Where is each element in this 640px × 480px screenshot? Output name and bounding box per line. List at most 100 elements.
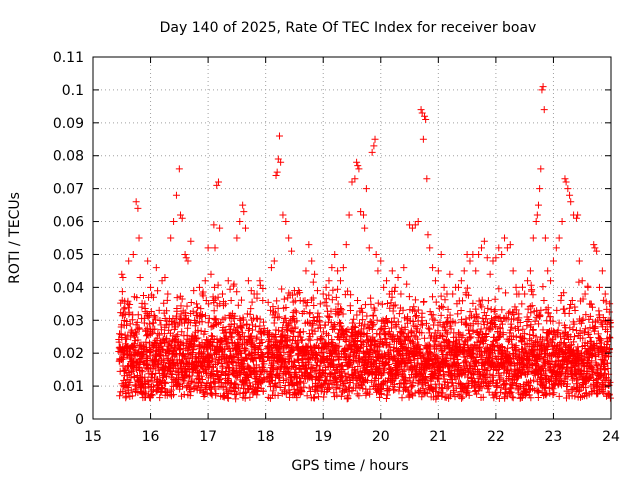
roti-point xyxy=(479,314,487,322)
roti-point xyxy=(185,373,193,381)
roti-point xyxy=(331,250,339,258)
roti-point xyxy=(224,394,232,402)
roti-point xyxy=(527,394,535,402)
roti-point xyxy=(118,270,126,278)
roti-point xyxy=(469,299,477,307)
roti-point xyxy=(433,345,441,353)
roti-point xyxy=(209,322,217,330)
roti-point xyxy=(446,270,454,278)
roti-point xyxy=(597,335,605,343)
roti-point xyxy=(213,367,221,375)
roti-point xyxy=(533,307,541,315)
roti-point xyxy=(414,306,422,314)
roti-point xyxy=(238,322,246,330)
roti-point xyxy=(341,369,349,377)
roti-point xyxy=(201,277,209,285)
roti-point xyxy=(250,357,258,365)
roti-point xyxy=(243,320,251,328)
roti-point xyxy=(506,326,514,334)
y-tick-label: 0.05 xyxy=(53,247,84,263)
roti-point xyxy=(499,320,507,328)
roti-point xyxy=(206,358,214,366)
roti-point xyxy=(259,351,267,359)
roti-point xyxy=(388,319,396,327)
roti-point xyxy=(259,377,267,385)
roti-point xyxy=(490,394,498,402)
roti-point xyxy=(155,331,163,339)
roti-point xyxy=(260,360,268,368)
roti-point xyxy=(438,392,446,400)
roti-point xyxy=(219,290,226,298)
roti-point xyxy=(154,330,162,338)
roti-point xyxy=(483,254,491,262)
roti-point xyxy=(126,300,134,308)
roti-point xyxy=(125,257,133,265)
roti-point xyxy=(425,348,433,356)
roti-point xyxy=(256,322,264,330)
roti-point xyxy=(230,280,238,288)
roti-point xyxy=(519,334,527,342)
roti-point xyxy=(495,285,503,293)
roti-point xyxy=(227,297,235,305)
roti-point xyxy=(542,391,550,399)
roti-point xyxy=(502,289,510,297)
roti-point xyxy=(386,364,394,372)
roti-point xyxy=(437,311,445,319)
roti-point xyxy=(139,357,147,365)
roti-point xyxy=(560,339,568,347)
roti-point xyxy=(584,283,592,291)
roti-point xyxy=(470,370,478,378)
roti-point xyxy=(426,325,434,333)
roti-point xyxy=(178,214,186,222)
roti-point xyxy=(124,331,132,339)
roti-point xyxy=(178,382,186,390)
roti-point xyxy=(504,366,512,374)
roti-point xyxy=(576,386,584,394)
roti-point xyxy=(140,319,148,327)
roti-point xyxy=(599,388,607,396)
roti-point xyxy=(426,364,434,372)
roti-point xyxy=(595,351,603,359)
roti-point xyxy=(122,394,130,402)
roti-point xyxy=(233,234,241,242)
roti-point xyxy=(582,384,590,392)
roti-point xyxy=(457,277,465,285)
roti-point xyxy=(475,297,483,305)
roti-point xyxy=(269,387,277,395)
roti-point xyxy=(144,313,152,321)
roti-point xyxy=(467,333,475,341)
roti-point xyxy=(571,392,579,400)
roti-point xyxy=(564,380,572,388)
roti-point xyxy=(391,301,399,309)
roti-point xyxy=(377,257,385,265)
roti-point xyxy=(423,175,431,183)
roti-point xyxy=(291,307,299,315)
roti-point xyxy=(306,336,314,344)
roti-point xyxy=(182,254,190,262)
roti-point xyxy=(557,371,565,379)
roti-point xyxy=(248,332,256,340)
roti-point xyxy=(166,388,174,396)
roti-point xyxy=(248,298,256,306)
roti-point xyxy=(571,306,579,314)
roti-point xyxy=(391,283,399,291)
roti-point xyxy=(134,311,142,319)
roti-point xyxy=(590,241,598,249)
roti-point xyxy=(150,361,158,369)
roti-point xyxy=(386,347,394,355)
roti-point xyxy=(337,392,345,400)
roti-point xyxy=(227,321,235,329)
roti-point xyxy=(139,291,147,299)
roti-point xyxy=(325,291,333,299)
roti-point xyxy=(426,244,434,252)
roti-point xyxy=(354,162,362,170)
roti-point xyxy=(264,298,272,306)
roti-point xyxy=(602,298,610,306)
roti-point xyxy=(118,288,126,296)
roti-point xyxy=(236,389,244,397)
roti-point xyxy=(541,383,549,391)
roti-point xyxy=(339,264,347,272)
roti-point xyxy=(537,306,545,314)
roti-point xyxy=(570,338,578,346)
roti-point xyxy=(395,310,403,318)
